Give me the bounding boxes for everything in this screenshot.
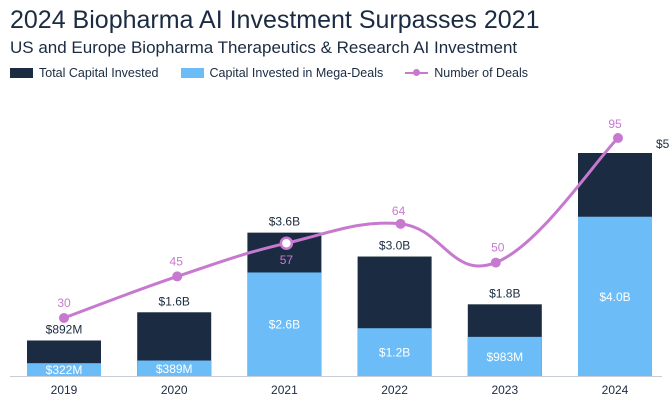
legend-swatch-total-capital [10,68,33,78]
deals-point-2019 [59,312,69,323]
deals-label-2023: 50 [491,241,505,255]
deals-label-2019: 30 [57,296,71,310]
legend-label-number-of-deals: Number of Deals [434,66,529,80]
bar-mega-2024 [578,216,652,376]
mega-label-2022: $1.2B [379,346,410,360]
total-label-2021: $3.6B [269,215,300,229]
deals-line [62,136,620,320]
legend-label-total-capital: Total Capital Invested [39,66,159,80]
total-label-2023: $1.8B [489,286,520,300]
legend-item-mega-deals: Capital Invested in Mega-Deals [180,66,384,80]
x-tick-2019: 2019 [51,383,78,397]
mega-label-2020: $389M [156,362,193,376]
legend-swatch-mega-deals [180,68,204,78]
mega-label-2019: $322M [46,363,83,377]
bar-mega-2019 [27,363,101,376]
deals-label-2024: 95 [608,117,622,131]
chart-legend: Total Capital Invested Capital Invested … [10,66,550,80]
bar-mega-2020 [137,360,212,376]
chart-subtitle: US and Europe Biopharma Therapeutics & R… [10,38,518,57]
x-tick-2024: 2024 [602,383,629,397]
chart-title: 2024 Biopharma AI Investment Surpasses 2… [10,6,540,34]
deals-label-2022: 64 [392,204,406,218]
total-label-2019: $892M [46,322,83,336]
total-label-2022: $3.0B [379,239,410,253]
bar-mega-2022 [357,328,432,376]
deals-label-2021: 57 [280,253,294,267]
x-tick-2022: 2022 [381,383,408,397]
deals-point-2021 [279,236,294,250]
mega-label-2024: $4.0B [599,290,630,304]
mega-label-2021: $2.6B [269,318,300,332]
legend-item-total-capital: Total Capital Invested [10,66,159,80]
bars-group [27,153,652,376]
legend-label-mega-deals: Capital Invested in Mega-Deals [209,66,384,80]
deals-point-2023 [490,257,501,268]
deals-label-2020: 45 [170,254,184,268]
deals-point-2020 [172,271,183,282]
total-label-2020: $1.6B [159,294,190,308]
bar-mega-2023 [467,336,542,376]
deals-point-2022 [395,218,406,229]
total-label-2024: $5.6B [656,137,670,151]
deals-point-2024 [613,133,623,143]
legend-item-number-of-deals: Number of Deals [405,66,528,80]
legend-swatch-number-of-deals [405,68,429,78]
x-tick-2021: 2021 [271,383,298,397]
mega-label-2023: $983M [486,350,523,364]
x-tick-2023: 2023 [491,383,518,397]
bar-mega-2021 [247,272,322,376]
x-tick-2020: 2020 [161,383,188,397]
deals-points [59,133,623,323]
